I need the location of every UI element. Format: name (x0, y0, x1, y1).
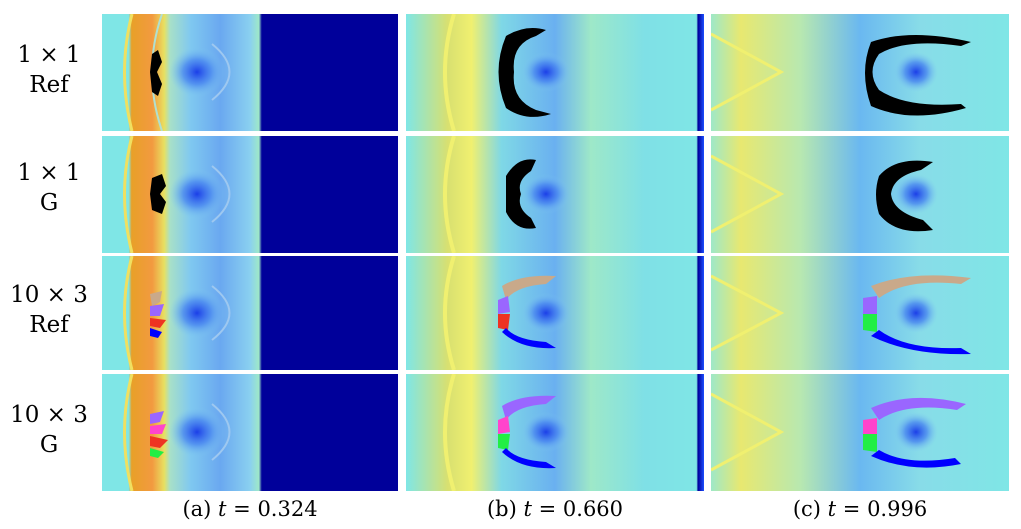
fragment-shape (502, 395, 556, 420)
caption-a-value: = 0.324 (233, 497, 318, 521)
fragment-shape (863, 296, 877, 314)
fragment-shape (863, 314, 877, 332)
panel-a-row-1 (102, 14, 398, 131)
row-label-4-grid: 10 × 3 (10, 402, 88, 428)
panel-b-row-2 (406, 136, 704, 253)
fragment-shape (863, 418, 877, 434)
row-label-3-grid: 10 × 3 (10, 282, 88, 308)
row-label-4-type: G (39, 432, 59, 458)
panel-b-row-3 (406, 256, 704, 370)
row-label-1: 1 × 1 Ref (0, 40, 98, 100)
caption-b-var: t (523, 497, 532, 521)
panel-a-row-2 (102, 136, 398, 253)
fragment-shape (150, 291, 162, 306)
fragment-shape (150, 318, 166, 328)
caption-c-value: = 0.996 (842, 497, 928, 521)
fragment-shape (871, 275, 971, 298)
panel-b-row-4 (406, 374, 704, 491)
fragment-shape (498, 28, 551, 117)
fragment-shape (502, 448, 556, 469)
caption-a-label: (a) (182, 497, 212, 521)
fragment-shape (150, 50, 162, 96)
fragment-shape (498, 314, 510, 330)
caption-c-var: t (827, 497, 837, 521)
caption-c-label: (c) (792, 497, 821, 521)
caption-a-var: t (218, 497, 227, 521)
fragment-shape (502, 328, 556, 349)
row-label-2-type: G (39, 190, 59, 216)
fragment-shape (871, 450, 961, 468)
fragment-shape (876, 160, 933, 232)
fragment-shape (506, 159, 536, 229)
caption-b-label: (b) (486, 497, 517, 521)
panel-b-row-1 (406, 14, 704, 131)
fragment-shape (498, 434, 510, 450)
caption-b-value: = 0.660 (538, 497, 624, 521)
fragment-shape (498, 416, 510, 434)
fragment-shape (498, 296, 510, 314)
row-label-3: 10 × 3 Ref (0, 280, 98, 340)
fragment-shape (150, 436, 168, 448)
fragment-shape (150, 411, 164, 424)
fragment-shape (865, 35, 971, 116)
row-label-3-type: Ref (29, 312, 69, 338)
panel-c-row-4 (711, 374, 1009, 491)
caption-b: (b) t = 0.660 (406, 497, 704, 521)
row-label-2: 1 × 1 G (0, 158, 98, 218)
row-label-2-grid: 1 × 1 (17, 160, 81, 186)
fragment-shape (871, 397, 966, 420)
row-label-1-grid: 1 × 1 (17, 42, 81, 68)
panel-c-row-2 (711, 136, 1009, 253)
fragment-shape (150, 448, 164, 458)
row-label-4: 10 × 3 G (0, 400, 98, 460)
panel-a-row-4 (102, 374, 398, 491)
caption-c: (c) t = 0.996 (711, 497, 1009, 521)
panel-c-row-1 (711, 14, 1009, 131)
fragment-shape (150, 424, 166, 434)
fragment-shape (502, 275, 556, 300)
fragment-shape (863, 434, 877, 452)
row-label-1-type: Ref (29, 72, 69, 98)
caption-a: (a) t = 0.324 (102, 497, 398, 521)
fragment-shape (150, 328, 162, 338)
fragment-shape (871, 330, 971, 355)
panel-c-row-3 (711, 256, 1009, 370)
fragment-shape (150, 304, 164, 316)
fragment-shape (150, 174, 166, 214)
panel-a-row-3 (102, 256, 398, 370)
